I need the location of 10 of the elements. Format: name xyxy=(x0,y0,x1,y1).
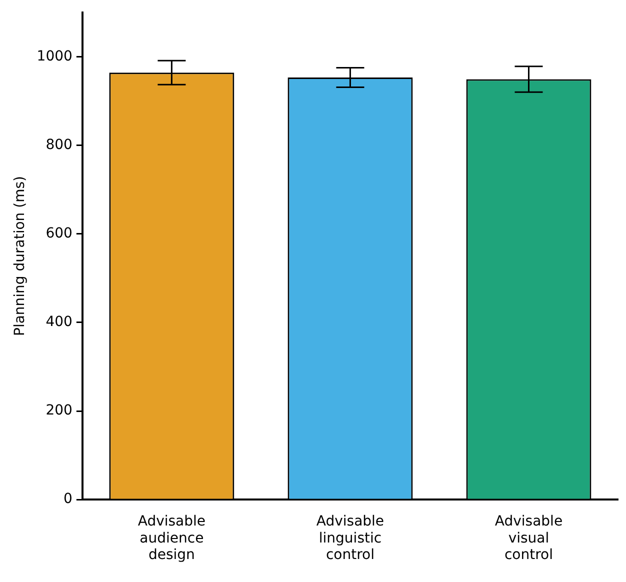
y-tick-label: 200 xyxy=(46,402,72,419)
y-axis-title: Planning duration (ms) xyxy=(12,176,28,336)
y-tick-label: 0 xyxy=(64,491,72,508)
x-tick-label: Advisable linguistic control xyxy=(316,514,384,564)
y-tick-label: 600 xyxy=(46,225,72,242)
x-tick-label: Advisable visual control xyxy=(494,514,563,564)
y-tick-label: 800 xyxy=(46,136,72,153)
y-tick-label: 400 xyxy=(46,314,72,330)
x-tick-label: Advisable audience design xyxy=(138,514,206,564)
y-tick-label: 1000 xyxy=(36,48,72,64)
